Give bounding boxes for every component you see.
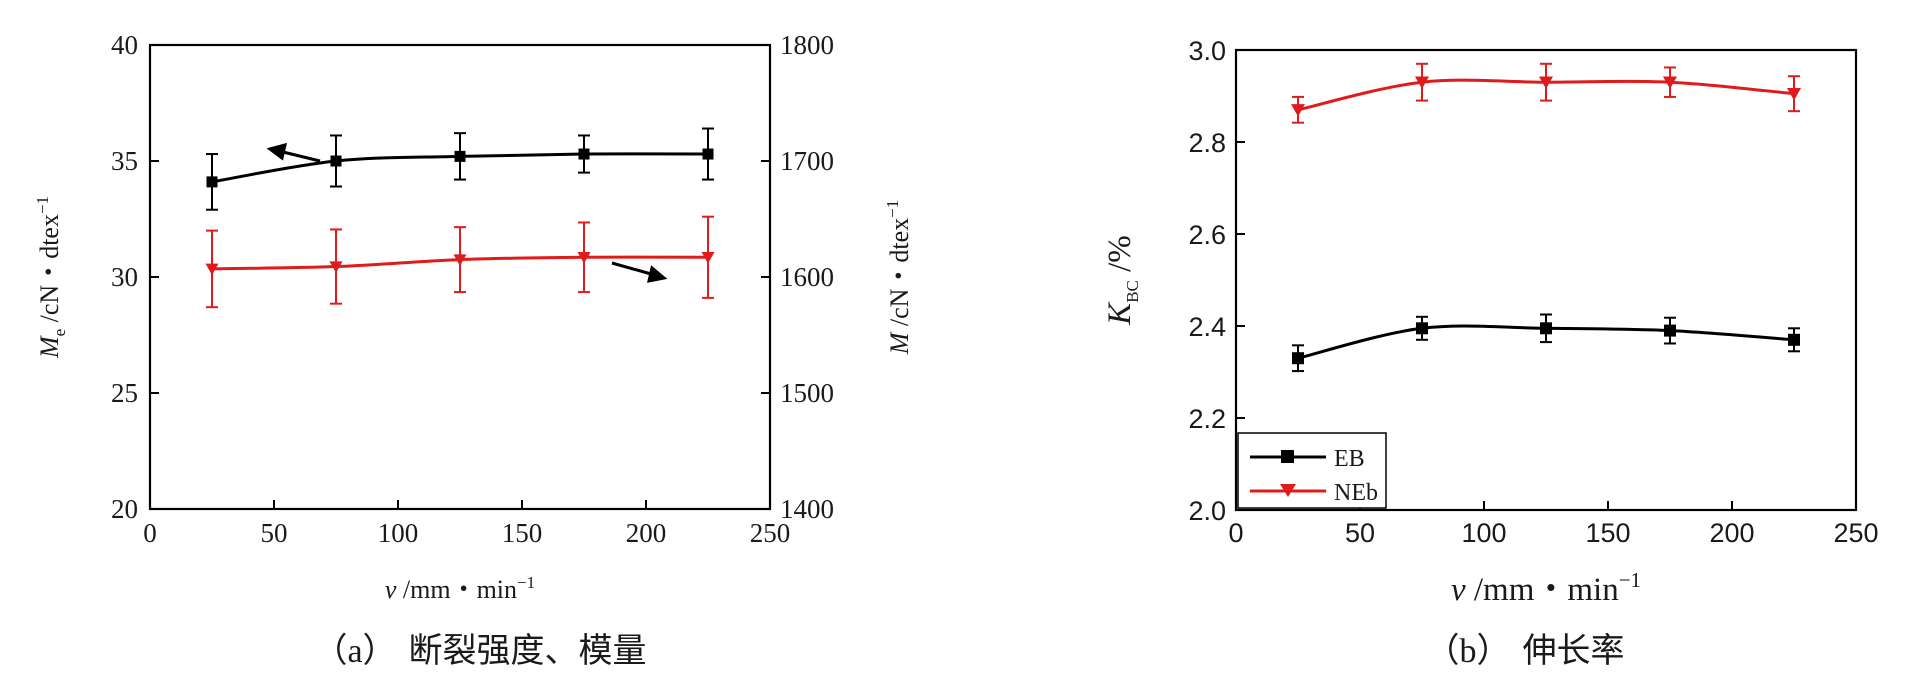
data-point [1787, 88, 1801, 101]
y-right-tick-label: 1700 [780, 146, 834, 176]
x-tick-label: 0 [1228, 518, 1243, 548]
data-point [1415, 76, 1429, 89]
y-right-ticks-a: 1400 1500 1600 1700 1800 [761, 30, 834, 524]
y-left-ticks-a: 20 25 30 35 40 [111, 30, 159, 524]
chart-panel-b: 0 50 100 150 200 250 2.0 2.2 2.4 2.6 2.8 3.0 EB NE… [1102, 36, 1879, 670]
y-axis-label-left-a: Me /cN・dtex−1 [33, 196, 69, 359]
y-tick-label: 2.8 [1188, 128, 1226, 158]
y-ticks-b: 2.0 2.2 2.4 2.6 2.8 3.0 [1188, 36, 1245, 526]
legend-box [1237, 432, 1387, 509]
y-right-tick-label: 1800 [780, 30, 834, 60]
data-point [1416, 322, 1428, 335]
data-point [577, 252, 591, 264]
y-right-tick-label: 1500 [780, 378, 834, 408]
y-axis-label-b: KBC /% [1102, 235, 1142, 326]
y-tick-label: 25 [111, 378, 138, 408]
data-point [454, 150, 466, 162]
x-tick-label: 150 [1585, 518, 1630, 548]
legend-label-eb: EB [1334, 446, 1365, 472]
y-tick-label: 2.6 [1188, 220, 1226, 250]
series-group-b [1291, 62, 1801, 373]
y-axis-label-right-a: M /cN・dtex−1 [883, 200, 914, 356]
x-tick-label: 250 [1833, 518, 1878, 548]
data-point [1788, 333, 1800, 346]
x-tick-label: 150 [502, 518, 543, 548]
x-axis-label-a: v /mm・min−1 [385, 573, 535, 604]
data-point [329, 261, 343, 273]
data-point [1663, 76, 1677, 89]
y-tick-label: 2.2 [1188, 404, 1226, 434]
data-point [330, 155, 342, 167]
plot-frame-b [1234, 48, 1858, 512]
data-point [1292, 352, 1304, 365]
y-tick-label: 20 [111, 494, 138, 524]
arrow-to-left-axis [266, 142, 321, 163]
x-tick-label: 200 [1709, 518, 1754, 548]
x-tick-label: 100 [1461, 518, 1506, 548]
x-tick-label: 0 [143, 518, 157, 548]
caption-b: （b） 伸长率 [1426, 632, 1625, 670]
data-point [578, 148, 590, 160]
x-tick-label: 50 [1345, 518, 1375, 548]
caption-a: （a） 断裂强度、模量 [313, 632, 646, 670]
y-tick-label: 30 [111, 262, 138, 292]
series-group-a [205, 127, 715, 309]
y-right-tick-label: 1600 [780, 262, 834, 292]
data-point [702, 148, 714, 160]
series-neb [1291, 62, 1801, 124]
data-point [206, 176, 218, 188]
x-tick-label: 200 [626, 518, 667, 548]
y-tick-label: 2.0 [1188, 496, 1226, 526]
x-tick-label: 250 [750, 518, 791, 548]
series-a-0 [206, 127, 714, 211]
x-tick-label: 100 [378, 518, 419, 548]
y-tick-label: 3.0 [1188, 36, 1226, 66]
data-point [1664, 324, 1676, 337]
data-point [1540, 322, 1552, 335]
arrow-to-right-axis [611, 261, 668, 283]
data-point [1539, 76, 1553, 89]
legend-label-neb: NEb [1334, 480, 1378, 506]
series-a-1 [205, 215, 715, 309]
x-ticks-a: 0 50 100 150 200 250 [143, 500, 790, 548]
data-point [205, 263, 219, 276]
legend-entry-neb: NEb [1250, 480, 1378, 506]
legend-b: EB NEb [1237, 432, 1387, 509]
y-right-tick-label: 1400 [780, 494, 834, 524]
x-tick-label: 50 [261, 518, 288, 548]
data-point [453, 254, 467, 266]
x-ticks-b: 0 50 100 150 200 250 [1228, 501, 1879, 548]
y-tick-label: 35 [111, 146, 138, 176]
data-point [1291, 104, 1305, 117]
y-tick-label: 40 [111, 30, 138, 60]
series-eb [1292, 313, 1800, 373]
y-tick-label: 2.4 [1188, 312, 1226, 342]
legend-entry-eb: EB [1250, 446, 1365, 472]
data-point [701, 252, 715, 264]
x-axis-label-b: v /mm・min−1 [1451, 568, 1641, 608]
